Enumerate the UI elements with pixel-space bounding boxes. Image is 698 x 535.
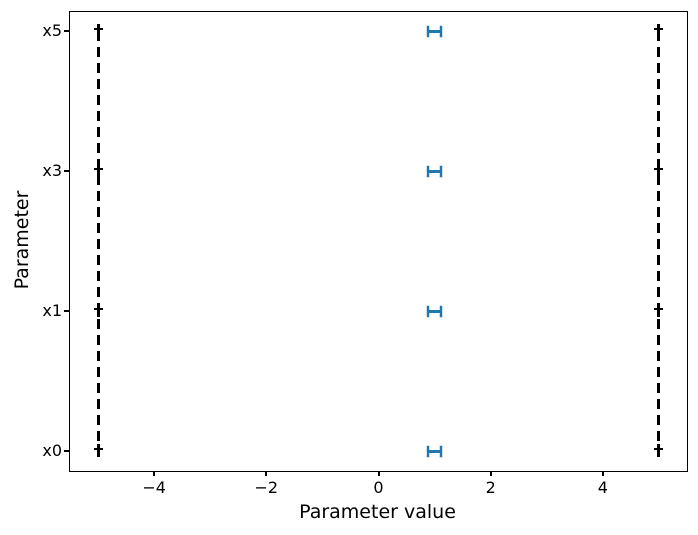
bound-plus-marker (96, 444, 100, 457)
x-axis-label: Parameter value (299, 501, 456, 523)
error-bar-cap (426, 445, 429, 457)
x-tick-mark (265, 471, 268, 476)
x-tick-label: 2 (485, 478, 496, 497)
x-tick-mark (153, 471, 156, 476)
bound-line (96, 31, 100, 451)
plot-area: −4 −2 0 2 4 x0 x1 x3 x5 (42, 11, 688, 497)
y-axis-label-text: Parameter (11, 190, 33, 290)
error-bar-cap (440, 25, 443, 37)
y-tick-label: x5 (42, 21, 62, 40)
error-bar-marker (427, 29, 442, 33)
x-tick-label: 0 (373, 478, 384, 497)
error-bar-cap (426, 305, 429, 317)
error-bar-marker (427, 309, 442, 313)
y-tick-label: x0 (42, 441, 62, 460)
x-tick-label: −2 (254, 478, 279, 497)
x-tick-mark (377, 471, 380, 476)
x-tick-label: 4 (597, 478, 608, 497)
error-bar-marker (427, 449, 442, 453)
bound-plus-marker (657, 24, 661, 37)
x-tick-mark (489, 471, 492, 476)
bound-plus-marker (96, 304, 100, 317)
y-tick-mark (64, 450, 69, 452)
bound-plus-marker (657, 164, 661, 177)
error-bar-cap (440, 165, 443, 177)
y-tick-label: x3 (42, 161, 62, 180)
x-tick-label: −4 (142, 478, 166, 497)
bound-plus-marker (657, 304, 661, 317)
error-bar-cap (426, 25, 429, 37)
y-tick-mark (64, 30, 69, 32)
y-tick-mark (64, 170, 69, 172)
error-bar-cap (440, 305, 443, 317)
bound-plus-marker (657, 444, 661, 457)
error-bar-cap (440, 445, 443, 457)
error-bar-cap (426, 165, 429, 177)
bound-plus-marker (96, 24, 100, 37)
bound-line (657, 31, 661, 451)
y-tick-label: x1 (42, 301, 62, 320)
x-tick-mark (601, 471, 604, 476)
y-tick-mark (64, 310, 69, 312)
error-bar-marker (427, 169, 442, 173)
bound-plus-marker (96, 164, 100, 177)
